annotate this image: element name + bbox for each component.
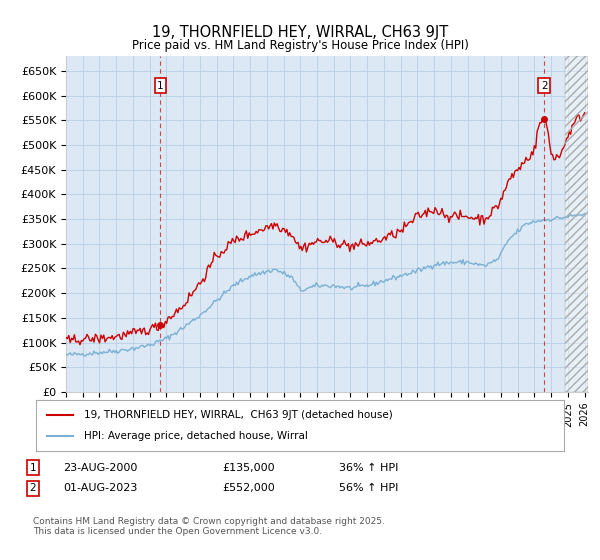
Text: 19, THORNFIELD HEY, WIRRAL, CH63 9JT: 19, THORNFIELD HEY, WIRRAL, CH63 9JT xyxy=(152,25,448,40)
Text: £135,000: £135,000 xyxy=(222,463,275,473)
Text: Price paid vs. HM Land Registry's House Price Index (HPI): Price paid vs. HM Land Registry's House … xyxy=(131,39,469,52)
Text: 2: 2 xyxy=(29,483,37,493)
Text: £552,000: £552,000 xyxy=(222,483,275,493)
Text: HPI: Average price, detached house, Wirral: HPI: Average price, detached house, Wirr… xyxy=(83,431,307,441)
Text: 56% ↑ HPI: 56% ↑ HPI xyxy=(339,483,398,493)
Text: 2: 2 xyxy=(541,81,548,91)
Bar xyxy=(565,56,588,392)
Text: 1: 1 xyxy=(29,463,37,473)
Text: 1: 1 xyxy=(157,81,164,91)
Text: 36% ↑ HPI: 36% ↑ HPI xyxy=(339,463,398,473)
Text: Contains HM Land Registry data © Crown copyright and database right 2025.
This d: Contains HM Land Registry data © Crown c… xyxy=(33,517,385,536)
Text: 23-AUG-2000: 23-AUG-2000 xyxy=(63,463,137,473)
Text: 19, THORNFIELD HEY, WIRRAL,  CH63 9JT (detached house): 19, THORNFIELD HEY, WIRRAL, CH63 9JT (de… xyxy=(83,409,392,419)
Text: 01-AUG-2023: 01-AUG-2023 xyxy=(63,483,137,493)
